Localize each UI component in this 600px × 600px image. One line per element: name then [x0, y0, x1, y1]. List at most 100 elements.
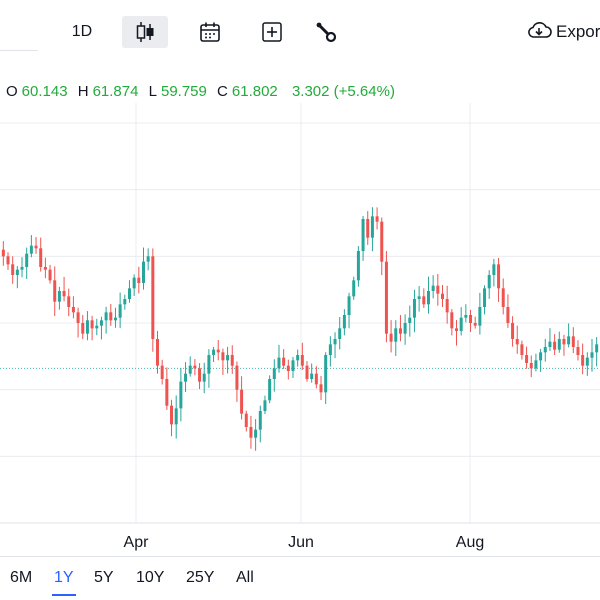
candle-body [548, 341, 552, 347]
interval-button[interactable]: 1D [64, 16, 100, 48]
candle-body [426, 291, 430, 305]
candle-body [422, 296, 426, 305]
candle-body [431, 285, 435, 291]
candle-body [268, 379, 272, 401]
candle-body [15, 269, 19, 275]
candle-body [520, 344, 524, 355]
x-tick-label: Jun [288, 534, 314, 551]
change-value: 3.302 (+5.64%) [291, 83, 395, 100]
calendar-icon [199, 21, 221, 43]
price-chart[interactable]: Apr Jun Aug [0, 0, 600, 556]
candle-body [48, 269, 52, 281]
candle-body [511, 323, 515, 339]
candle-body [53, 280, 57, 302]
range-all-button[interactable]: All [236, 569, 254, 586]
date-range-button[interactable] [196, 16, 224, 48]
candle-body [151, 256, 155, 339]
candle-body [352, 280, 356, 297]
compare-button[interactable] [258, 16, 286, 48]
candle-body [109, 312, 113, 321]
candle-body [95, 325, 99, 329]
candle-body [254, 429, 258, 438]
open-label: O [6, 83, 18, 100]
candle-body [506, 307, 510, 323]
low-value: 59.759 [160, 83, 207, 100]
candle-body [6, 256, 10, 265]
candle-body [160, 365, 164, 379]
range-10y-button[interactable]: 10Y [136, 569, 165, 586]
candle-body [338, 328, 342, 339]
candle-body [71, 307, 75, 313]
top-toolbar: 1D [0, 0, 600, 58]
chart-type-button[interactable] [122, 16, 168, 48]
candle-body [11, 264, 15, 275]
candle-body [127, 288, 131, 299]
candle-body [282, 357, 286, 366]
candle-body [445, 299, 449, 313]
settings-button[interactable] [312, 16, 340, 48]
open-value: 60.143 [21, 83, 68, 100]
candle-body [170, 405, 174, 425]
candle-body [277, 357, 281, 369]
candle-body [492, 264, 496, 275]
candle-body [244, 413, 248, 427]
candle-body [361, 219, 365, 251]
range-25y-button[interactable]: 25Y [186, 569, 215, 586]
candle-body [398, 328, 402, 334]
candle-body [123, 299, 127, 305]
candle-body [221, 352, 225, 361]
candle-body [85, 320, 89, 334]
range-selector-bar: 6M 1Y 5Y 10Y 25Y All [0, 556, 600, 600]
x-tick-label: Apr [124, 534, 150, 551]
export-button[interactable]: Export [526, 16, 600, 48]
candle-body [212, 349, 216, 355]
candle-body [141, 261, 145, 283]
candle-body [324, 355, 328, 393]
candle-body [347, 296, 351, 315]
candle-body [184, 373, 188, 382]
candle-body [300, 355, 304, 366]
add-compare-icon [261, 21, 283, 43]
candle-body [174, 408, 178, 425]
candle-body [356, 251, 360, 281]
candle-body [529, 363, 533, 369]
candle-body [459, 317, 463, 331]
candle-body [333, 339, 337, 345]
candle-body [104, 312, 108, 321]
candle-body [487, 275, 491, 289]
candle-body [571, 336, 575, 347]
range-5y-button[interactable]: 5Y [94, 569, 114, 586]
candle-body [34, 245, 38, 249]
wrench-settings-icon [315, 21, 337, 43]
candle-body [146, 256, 150, 262]
x-axis-labels: Apr Jun Aug [124, 534, 485, 551]
candle-body [478, 307, 482, 326]
candle-body [440, 293, 444, 299]
candle-body [57, 291, 61, 302]
candle-body [501, 288, 505, 307]
candle-body [319, 384, 323, 393]
candle-body [179, 381, 183, 409]
candle-body [76, 312, 80, 323]
candle-body [366, 219, 370, 238]
candle-body [590, 352, 594, 358]
candle-body [20, 267, 24, 270]
candle-body [113, 317, 117, 321]
candle-body [132, 277, 136, 289]
range-6m-button[interactable]: 6M [10, 569, 33, 586]
candle-body [296, 355, 300, 361]
candle-body [370, 216, 374, 238]
candle-body [198, 368, 202, 382]
candle-body [67, 296, 71, 307]
high-value: 61.874 [92, 83, 139, 100]
candle-body [497, 264, 501, 289]
symbol-field-underline [0, 50, 38, 51]
range-1y-button[interactable]: 1Y [52, 568, 76, 596]
chart-grid [0, 103, 600, 524]
candle-body [408, 317, 412, 323]
candle-body [43, 267, 47, 270]
candle-body [515, 339, 519, 345]
candle-body [90, 320, 94, 329]
bottom-divider [0, 556, 600, 557]
export-label: Export [556, 22, 600, 41]
